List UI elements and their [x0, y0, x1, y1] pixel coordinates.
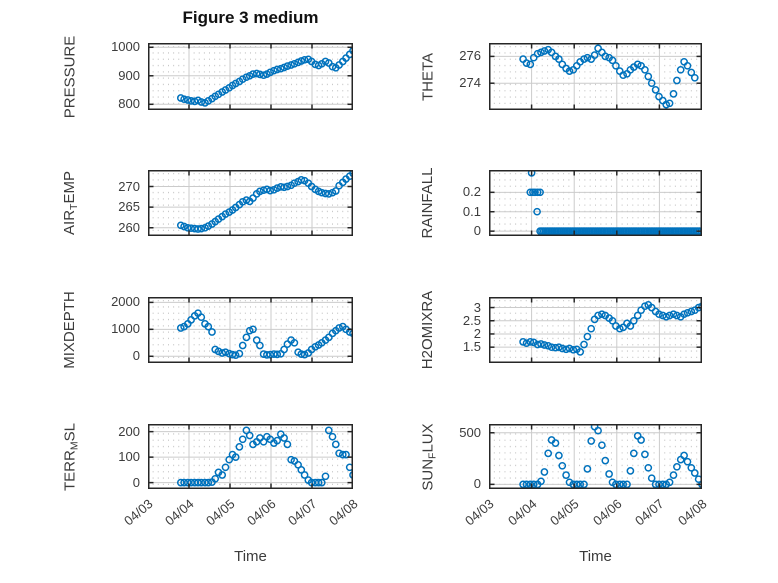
ylabel-text: SUN: [419, 458, 436, 491]
ylabel-text: RAINFALL: [419, 167, 436, 239]
ytick-label-mixdepth: 0: [132, 348, 140, 364]
subplot-h2omixra: [489, 297, 702, 363]
xtick-label-right: 04/04: [504, 496, 540, 529]
subplot-theta: [489, 43, 702, 110]
ylabel-text: SL: [61, 422, 78, 441]
ytick-label-terr-msl: 200: [118, 423, 140, 439]
ylabel-rainfall: RAINFALL: [418, 130, 438, 276]
ylabel-h2omixra: H2OMIXRA: [418, 257, 438, 403]
ytick-label-rainfall: 0.1: [462, 203, 481, 219]
xtick-label-left: 04/07: [285, 496, 320, 529]
ylabel-text: LUX: [419, 422, 436, 453]
figure-title: Figure 3 medium: [182, 8, 319, 27]
xtick-label-right: 04/08: [675, 496, 710, 529]
ytick-label-h2omixra: 2.5: [462, 312, 481, 328]
data-series: [176, 171, 352, 233]
tick-marks: [490, 171, 701, 235]
ytick-label-pressure: 900: [118, 67, 140, 83]
xtick-label-right: 04/06: [589, 496, 625, 529]
ytick-label-rainfall: 0: [473, 223, 481, 239]
ylabel-air-temp: AIRTEMP: [60, 130, 80, 276]
minor-grid: [152, 173, 349, 234]
ylabel-subscript: M: [68, 440, 80, 450]
data-series: [519, 44, 699, 109]
ylabel-subscript: T: [68, 203, 80, 210]
data-series: [176, 46, 352, 107]
data-series: [176, 426, 352, 487]
ylabel-text: THETA: [419, 52, 436, 101]
ytick-label-h2omixra: 2: [473, 325, 481, 341]
data-series: [519, 301, 701, 356]
subplot-terr-msl: [148, 424, 353, 489]
ytick-label-h2omixra: 3: [473, 299, 481, 315]
subplot-mixdepth: [148, 297, 353, 363]
x-axis-label-right: Time: [579, 548, 612, 565]
ytick-label-mixdepth: 2000: [111, 294, 140, 310]
data-series: [526, 171, 701, 235]
minor-grid: [493, 46, 698, 108]
ylabel-text: EMP: [61, 171, 78, 204]
ylabel-text: PRESSURE: [61, 35, 78, 118]
ytick-label-terr-msl: 0: [132, 474, 140, 490]
xtick-label-right: 04/07: [632, 496, 668, 529]
tick-marks: [490, 44, 701, 109]
xtick-label-left: 04/04: [162, 496, 197, 529]
subplot-pressure: [148, 43, 353, 110]
ylabel-text: TERR: [61, 449, 78, 491]
ytick-label-pressure: 800: [118, 96, 140, 112]
tick-marks: [149, 425, 352, 488]
tick-marks: [149, 171, 352, 235]
ylabel-sun-flux: SUNFLUX: [418, 384, 438, 529]
ytick-label-air-temp: 260: [118, 219, 140, 235]
xtick-label-left: 04/05: [203, 496, 238, 529]
xtick-label-right: 04/03: [462, 496, 497, 529]
ytick-label-h2omixra: 1.5: [462, 339, 481, 355]
ytick-label-sun-flux: 500: [459, 424, 481, 440]
ytick-label-air-temp: 270: [118, 178, 140, 194]
ylabel-pressure: PRESSURE: [60, 3, 80, 150]
ylabel-subscript: F: [426, 452, 438, 459]
xtick-label-left: 04/08: [326, 496, 361, 529]
tick-marks: [490, 298, 701, 362]
ylabel-theta: THETA: [418, 3, 438, 150]
xtick-label-left: 04/03: [121, 496, 156, 529]
subplot-air-temp: [148, 170, 353, 236]
tick-marks: [149, 298, 352, 362]
ytick-label-mixdepth: 1000: [111, 321, 140, 337]
minor-grid: [493, 173, 698, 234]
ylabel-text: MIXDEPTH: [61, 291, 78, 369]
xtick-label-right: 04/05: [547, 496, 582, 529]
subplot-rainfall: [489, 170, 702, 236]
ytick-label-sun-flux: 0: [473, 476, 481, 492]
ytick-label-rainfall: 0.2: [462, 184, 481, 200]
ylabel-mixdepth: MIXDEPTH: [60, 257, 80, 403]
ytick-label-theta: 274: [459, 75, 481, 91]
subplot-sun-flux: [489, 424, 702, 489]
x-axis-label-left: Time: [234, 548, 267, 565]
ylabel-text: AIR: [61, 209, 78, 235]
ylabel-text: H2OMIXRA: [419, 290, 436, 370]
tick-marks: [490, 425, 701, 488]
ytick-label-terr-msl: 100: [118, 449, 140, 465]
ylabel-terr-msl: TERRMSL: [60, 384, 80, 529]
xtick-label-left: 04/06: [244, 496, 279, 529]
ytick-label-pressure: 1000: [111, 39, 140, 55]
ytick-label-air-temp: 265: [118, 199, 140, 215]
ytick-label-theta: 276: [459, 48, 481, 64]
tick-marks: [149, 44, 352, 109]
